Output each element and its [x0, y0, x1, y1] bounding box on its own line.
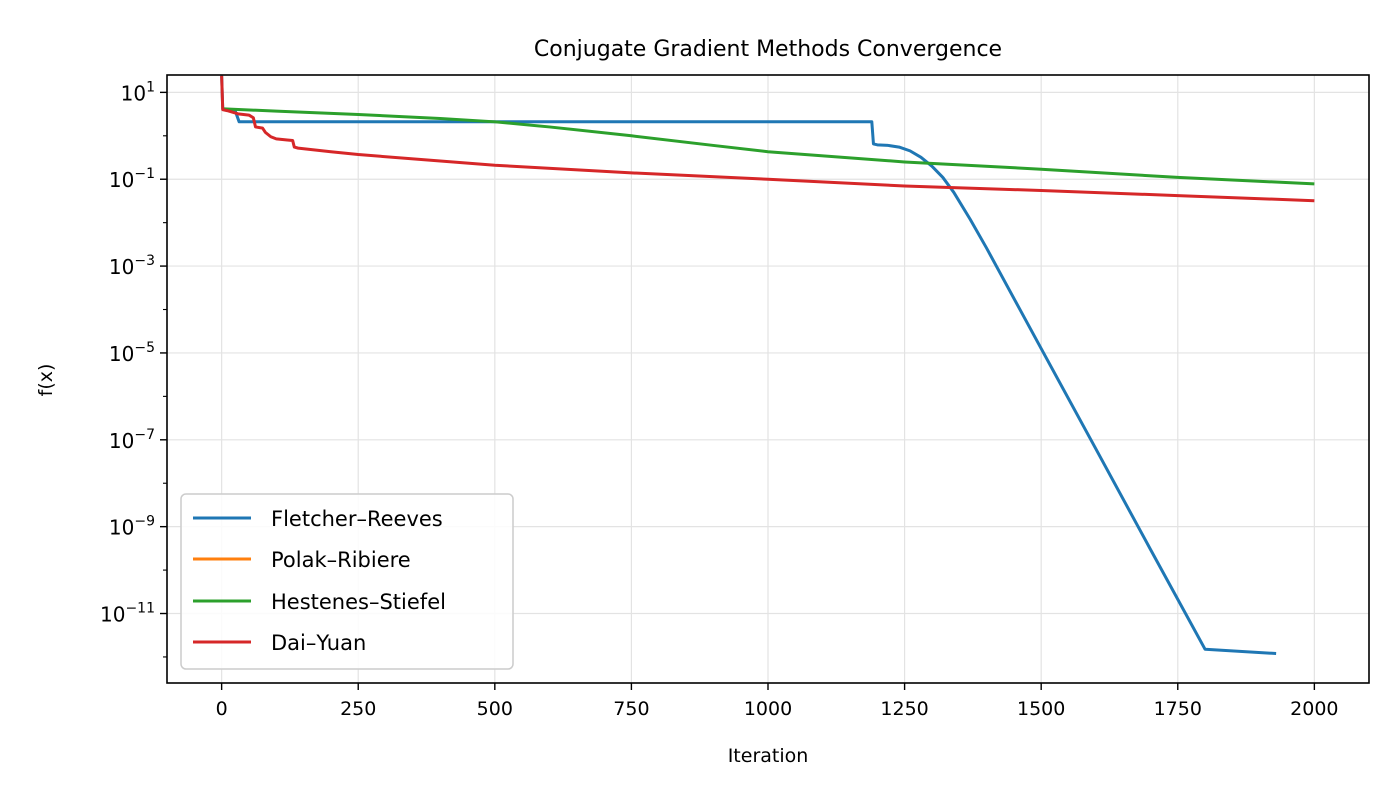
y-tick-label: 10−5 — [109, 340, 155, 366]
x-tick-label: 0 — [216, 698, 228, 720]
x-tick-label: 1000 — [744, 698, 792, 720]
x-axis-label: Iteration — [728, 745, 809, 767]
chart-title: Conjugate Gradient Methods Convergence — [534, 37, 1002, 62]
legend-box — [180, 493, 514, 670]
y-tick-label: 10−9 — [109, 514, 155, 540]
y-tick-label: 10−3 — [109, 253, 155, 279]
x-tick-label: 1250 — [880, 698, 928, 720]
y-tick-label: 101 — [121, 79, 155, 105]
legend-label: Dai–Yuan — [271, 631, 366, 655]
y-axis-label: f(x) — [35, 364, 57, 397]
x-tick-label: 1750 — [1154, 698, 1202, 720]
y-tick-label: 10−7 — [109, 427, 155, 453]
y-tick-label: 10−1 — [109, 166, 155, 192]
x-tick-label: 250 — [340, 698, 376, 720]
legend-label: Fletcher–Reeves — [271, 507, 443, 531]
x-tick-label: 2000 — [1290, 698, 1338, 720]
y-tick-label: 10−11 — [100, 601, 155, 627]
x-axis-ticks: 0 250 500 750 1000 1250 1500 1750 2000 — [216, 683, 1339, 720]
series-line — [220, 75, 1315, 203]
x-tick-label: 750 — [613, 698, 649, 720]
x-tick-label: 500 — [477, 698, 513, 720]
series-line — [221, 107, 1315, 186]
series-lines — [220, 75, 1315, 655]
x-tick-label: 1500 — [1017, 698, 1065, 720]
grid-lines — [167, 75, 1369, 683]
legend: Fletcher–Reeves Polak–Ribiere Hestenes–S… — [180, 493, 514, 670]
series-line — [220, 75, 1277, 655]
legend-label: Hestenes–Stiefel — [271, 590, 446, 614]
legend-label: Polak–Ribiere — [271, 548, 411, 572]
y-axis-ticks: 101 10−1 10−3 10−5 10−7 10−9 10−11 — [100, 79, 167, 658]
